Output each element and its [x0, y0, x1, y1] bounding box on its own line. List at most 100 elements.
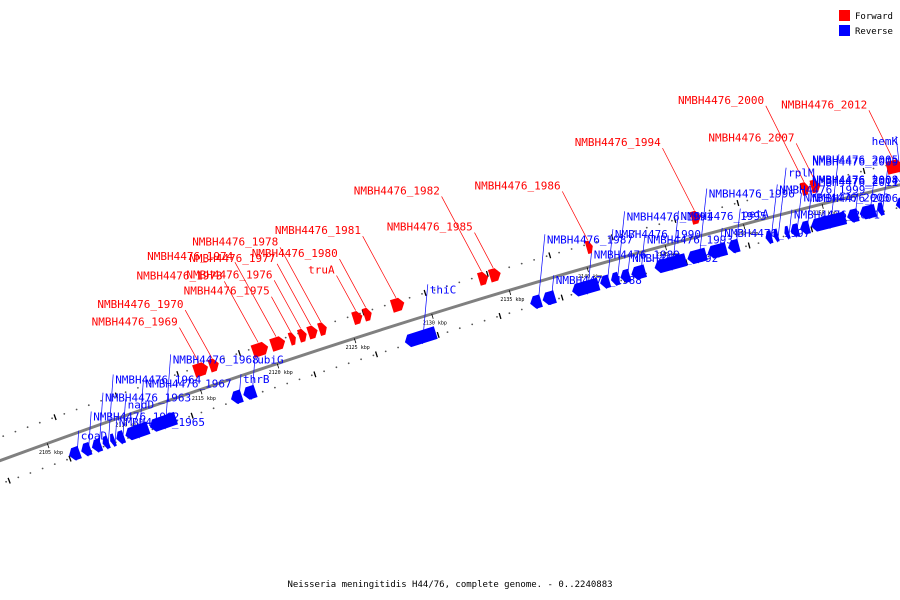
kbp-tick-label: 2105 kbp — [39, 450, 63, 456]
reverse-gene-label: coaD — [81, 430, 108, 443]
reverse-leader-line — [895, 135, 900, 175]
forward-leader-line — [271, 296, 291, 332]
strand-dot — [347, 362, 350, 365]
reverse-gene — [116, 430, 127, 444]
strand-tick-mark — [810, 226, 814, 233]
forward-gene — [362, 307, 372, 322]
strand-dot — [620, 279, 623, 282]
reverse-gene-label: NMBH4476_1997 — [724, 227, 810, 240]
strand-dot — [161, 378, 164, 381]
strand-tick-mark — [747, 242, 751, 249]
strand-dot — [66, 458, 68, 461]
strand-dot — [173, 374, 176, 376]
strand-dot — [137, 387, 139, 389]
forward-gene-label: NMBH4476_1985 — [387, 221, 473, 234]
strand-dot — [323, 370, 325, 373]
strand-tick-mark — [114, 392, 119, 399]
forward-gene — [477, 271, 489, 286]
strand-tick-mark — [423, 289, 427, 296]
reverse-gene — [784, 225, 791, 239]
strand-tick-mark — [313, 371, 317, 378]
strand-dot — [708, 209, 711, 212]
reverse-gene — [859, 204, 877, 220]
kbp-tick-label: 2130 kbp — [423, 320, 447, 326]
strand-dot — [397, 346, 399, 349]
reverse-gene — [231, 389, 244, 404]
reverse-gene-label: rplM — [788, 167, 815, 180]
kbp-tick — [508, 290, 512, 296]
strand-dot — [63, 413, 66, 415]
strand-dot — [38, 421, 41, 424]
kbp-tick — [743, 224, 746, 230]
reverse-gene — [811, 211, 848, 232]
strand-dot — [671, 219, 673, 222]
reverse-gene-label: NMBH4476_1965 — [119, 416, 205, 429]
reverse-gene — [81, 442, 93, 457]
forward-leader-line — [179, 327, 200, 363]
strand-dot — [520, 262, 523, 265]
strand-dot — [570, 293, 573, 296]
strand-dot — [5, 480, 7, 483]
strand-tick-mark — [485, 270, 489, 277]
reverse-gene-label: NMBH4476_1995 — [681, 210, 767, 223]
kbp-tick-label: 2125 kbp — [346, 345, 370, 351]
forward-gene-label: NMBH4476_1980 — [252, 247, 338, 260]
strand-dot — [372, 354, 375, 357]
reverse-gene-label: hemK — [872, 135, 899, 148]
strand-dot — [822, 180, 824, 183]
gene-labels: NMBH4476_1969NMBH4476_1970NMBH4476_1973N… — [81, 94, 899, 443]
forward-gene-label: NMBH4476_1977 — [189, 252, 275, 265]
reverse-leader-line — [770, 184, 778, 245]
kbp-scale: 2105 kbp 2110 kbp 2115 kbp 2120 kbp 2125 kbp… — [39, 203, 837, 456]
reverse-gene — [542, 290, 557, 306]
kbp-tick — [46, 443, 50, 449]
kbp-tick-label: 2140 kbp — [578, 274, 602, 280]
strand-tick-mark — [862, 167, 866, 174]
forward-leader-line — [234, 262, 277, 337]
strand-dot — [102, 445, 105, 448]
kbp-tick — [353, 338, 357, 344]
strand-dot — [545, 255, 548, 258]
reverse-gene-label: NMBH4476_1999 — [779, 183, 865, 196]
forward-gene-label: NMBH4476_1982 — [354, 184, 440, 197]
reverse-gene-label: NMBH4476_1968 — [173, 353, 259, 366]
strand-dot — [721, 206, 724, 209]
legend-forward-swatch — [839, 10, 850, 21]
strand-dot — [334, 320, 337, 323]
strand-dot — [533, 259, 535, 261]
strand-dot — [200, 411, 203, 414]
strand-dot — [41, 467, 44, 470]
strand-dot — [471, 323, 474, 326]
strand-dot — [759, 196, 761, 199]
strand-dot — [757, 242, 760, 245]
strand-dot — [458, 281, 461, 284]
strand-dot — [149, 382, 152, 385]
strand-dot — [100, 399, 102, 402]
reverse-gene-label: NMBH4476_1990 — [615, 228, 701, 241]
strand-dot — [483, 319, 486, 322]
kbp-tick-label: 2120 kbp — [269, 370, 293, 376]
reverse-gene-label: ubiG — [257, 354, 284, 367]
strand-dot — [508, 312, 511, 315]
strand-dot — [124, 391, 127, 394]
strand-dot — [645, 226, 648, 229]
reverse-gene-label: NMBH4476_1993 — [647, 234, 733, 247]
strand-dot — [771, 193, 774, 195]
label-leader-lines — [76, 105, 900, 461]
kbp-tick — [200, 389, 203, 395]
strand-tick-mark — [176, 370, 180, 378]
forward-leader-line — [868, 110, 894, 160]
strand-dot — [247, 349, 250, 351]
genome-caption: Neisseria meningitidis H44/76, complete … — [287, 580, 612, 590]
strand-tick-mark — [548, 252, 552, 259]
strand-tick-mark — [190, 412, 194, 419]
reverse-gene — [800, 220, 811, 235]
gene-features — [69, 159, 900, 461]
forward-gene-label: NMBH4476_1981 — [275, 224, 361, 237]
forward-gene — [800, 182, 810, 196]
reverse-gene-label: thrB — [243, 373, 270, 386]
reverse-gene — [611, 271, 621, 286]
strand-dot — [872, 167, 875, 170]
reverse-gene-label: NMBH4476_2008 — [812, 173, 898, 186]
